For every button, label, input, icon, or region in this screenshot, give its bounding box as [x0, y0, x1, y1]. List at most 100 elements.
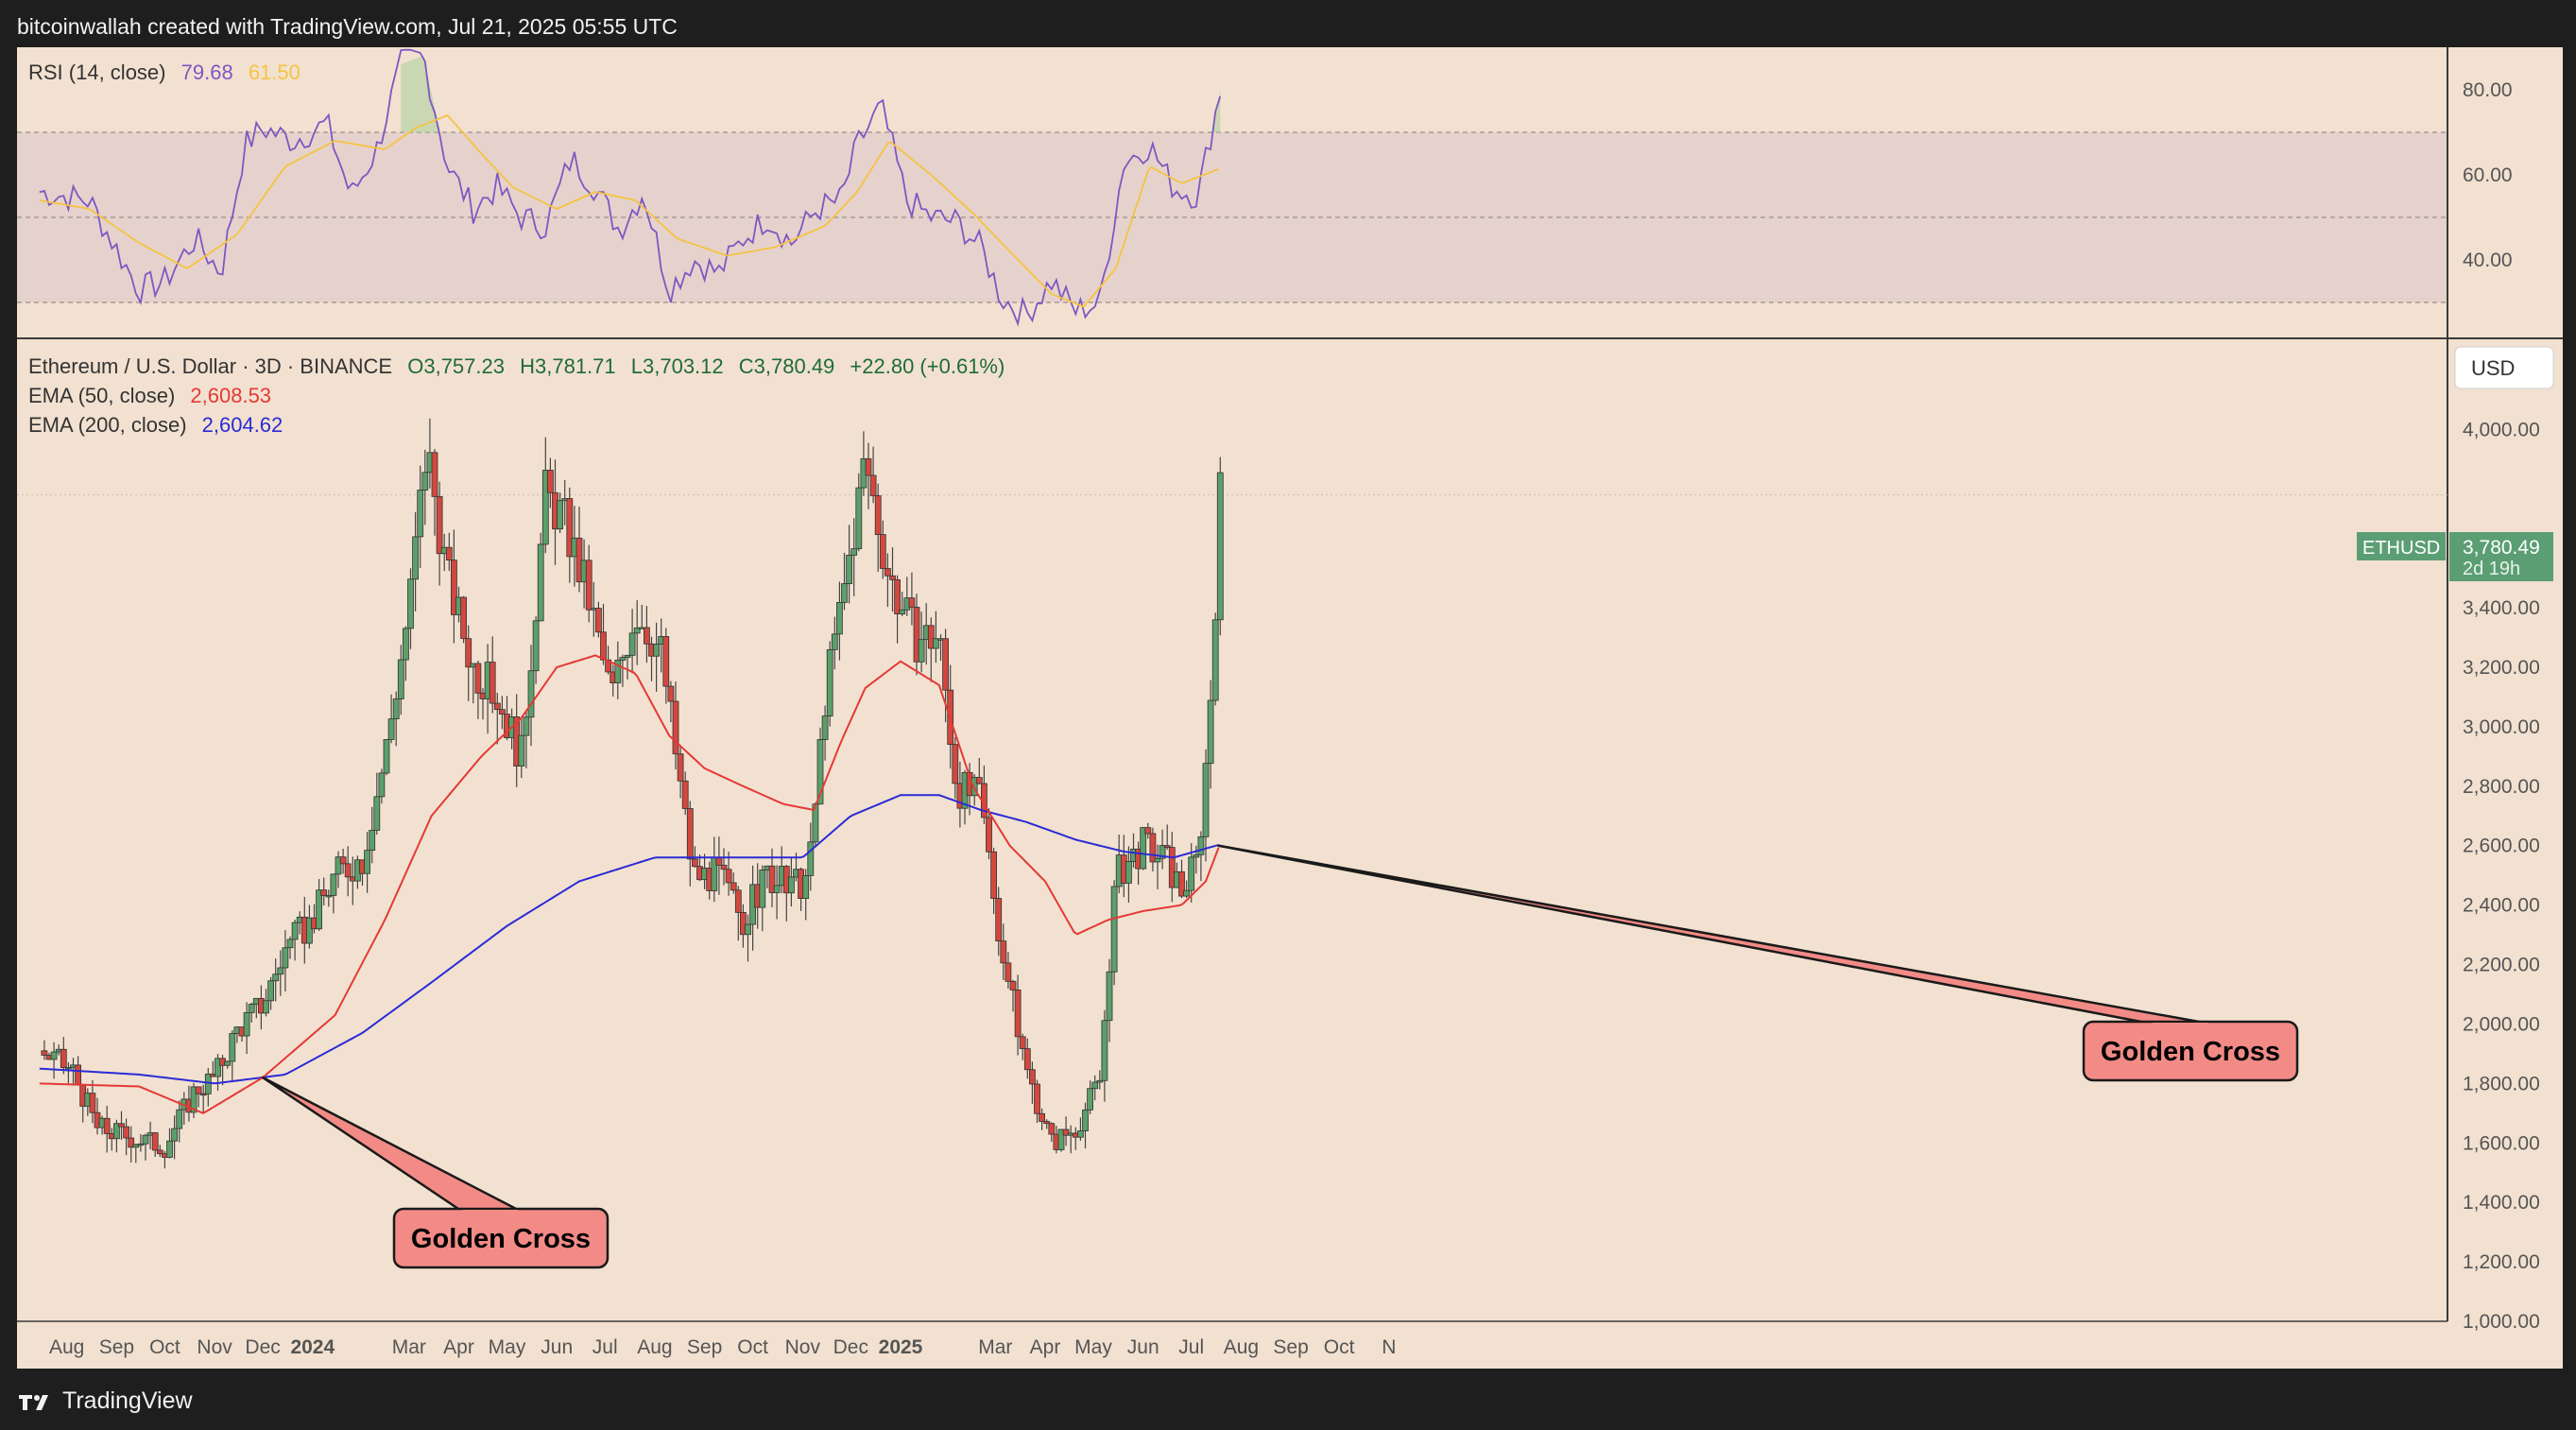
candle[interactable]: [1057, 1128, 1065, 1150]
rsi-plot[interactable]: [39, 48, 1222, 327]
candle[interactable]: [557, 500, 563, 530]
candle[interactable]: [518, 734, 525, 767]
candle[interactable]: [846, 554, 852, 584]
candle[interactable]: [773, 885, 781, 893]
candle[interactable]: [267, 980, 275, 1002]
candle[interactable]: [1091, 1081, 1099, 1090]
candle[interactable]: [692, 858, 698, 868]
candle[interactable]: [282, 947, 289, 969]
candle[interactable]: [335, 856, 342, 875]
candle[interactable]: [725, 869, 732, 884]
candle[interactable]: [1023, 1048, 1031, 1071]
candle[interactable]: [123, 1126, 130, 1139]
candle[interactable]: [1019, 1036, 1026, 1049]
candle[interactable]: [166, 1140, 173, 1158]
rsi-legend[interactable]: RSI (14, close) 79.68 61.50: [28, 60, 301, 84]
candle[interactable]: [1005, 962, 1012, 982]
candle[interactable]: [1014, 990, 1022, 1038]
candle[interactable]: [1000, 940, 1007, 964]
candle[interactable]: [759, 870, 766, 908]
candle[interactable]: [499, 709, 506, 715]
currency-button[interactable]: USD: [2454, 346, 2554, 389]
candle[interactable]: [1149, 833, 1157, 863]
candle[interactable]: [831, 633, 838, 650]
candle[interactable]: [325, 895, 333, 898]
candle[interactable]: [204, 1073, 212, 1094]
candle[interactable]: [75, 1064, 81, 1086]
candle[interactable]: [1193, 853, 1200, 858]
candle[interactable]: [195, 1086, 202, 1094]
candle[interactable]: [248, 1004, 255, 1013]
ema200-line[interactable]: [39, 794, 1219, 1085]
candle[interactable]: [889, 575, 896, 580]
candle[interactable]: [532, 620, 540, 672]
candle[interactable]: [913, 607, 920, 663]
candle[interactable]: [1163, 845, 1171, 849]
candle[interactable]: [402, 628, 409, 661]
candle[interactable]: [807, 841, 815, 876]
candle[interactable]: [672, 700, 679, 755]
candle[interactable]: [975, 777, 983, 784]
candle[interactable]: [142, 1134, 149, 1145]
candle[interactable]: [918, 639, 925, 663]
candle[interactable]: [50, 1051, 58, 1060]
candle[interactable]: [1029, 1069, 1036, 1085]
candle[interactable]: [1125, 861, 1132, 884]
candle[interactable]: [986, 817, 992, 853]
candle[interactable]: [199, 1093, 207, 1096]
candle[interactable]: [686, 808, 694, 860]
candle[interactable]: [103, 1117, 111, 1134]
candle[interactable]: [894, 579, 901, 615]
candle[interactable]: [600, 631, 607, 661]
candle[interactable]: [151, 1132, 159, 1151]
candle[interactable]: [541, 470, 549, 545]
candle[interactable]: [272, 973, 280, 982]
candle[interactable]: [527, 670, 535, 718]
candle[interactable]: [286, 939, 294, 949]
candle[interactable]: [734, 889, 742, 913]
candle[interactable]: [927, 625, 935, 649]
candle[interactable]: [547, 470, 554, 493]
candle[interactable]: [421, 472, 429, 491]
candle[interactable]: [662, 636, 670, 687]
symbol-legend[interactable]: Ethereum / U.S. Dollar · 3D · BINANCE O3…: [28, 354, 1005, 378]
candle[interactable]: [869, 474, 877, 496]
candle[interactable]: [605, 659, 611, 673]
candle[interactable]: [137, 1143, 145, 1146]
candle[interactable]: [128, 1137, 135, 1148]
candle[interactable]: [383, 739, 390, 774]
candle[interactable]: [489, 662, 496, 704]
candle[interactable]: [263, 1000, 269, 1014]
candle[interactable]: [836, 602, 843, 635]
price-plot[interactable]: [39, 418, 1224, 1169]
candle[interactable]: [1188, 856, 1195, 891]
candle[interactable]: [995, 898, 1003, 942]
candle[interactable]: [364, 850, 371, 874]
candle[interactable]: [369, 830, 376, 851]
candle[interactable]: [291, 922, 299, 940]
candle[interactable]: [802, 874, 810, 899]
candle[interactable]: [171, 1128, 179, 1142]
candle[interactable]: [1043, 1121, 1051, 1125]
candle[interactable]: [1168, 847, 1176, 888]
candle[interactable]: [523, 716, 530, 736]
candle[interactable]: [460, 596, 468, 640]
candle[interactable]: [1039, 1112, 1045, 1122]
candle[interactable]: [850, 548, 858, 556]
candle[interactable]: [1197, 836, 1205, 855]
candle[interactable]: [1009, 980, 1017, 991]
candle[interactable]: [619, 657, 627, 661]
candle[interactable]: [445, 546, 453, 561]
candle[interactable]: [653, 644, 660, 657]
candle[interactable]: [1048, 1123, 1056, 1135]
candle[interactable]: [614, 660, 622, 683]
price-axis[interactable]: 4,200.004,000.003,600.003,400.003,200.00…: [2463, 359, 2540, 1333]
candle[interactable]: [417, 490, 424, 538]
candle[interactable]: [344, 863, 352, 878]
candle[interactable]: [89, 1093, 96, 1113]
candle[interactable]: [493, 702, 501, 711]
candle[interactable]: [465, 638, 472, 668]
candle[interactable]: [841, 583, 848, 603]
candle[interactable]: [788, 876, 795, 894]
candle[interactable]: [667, 685, 675, 702]
